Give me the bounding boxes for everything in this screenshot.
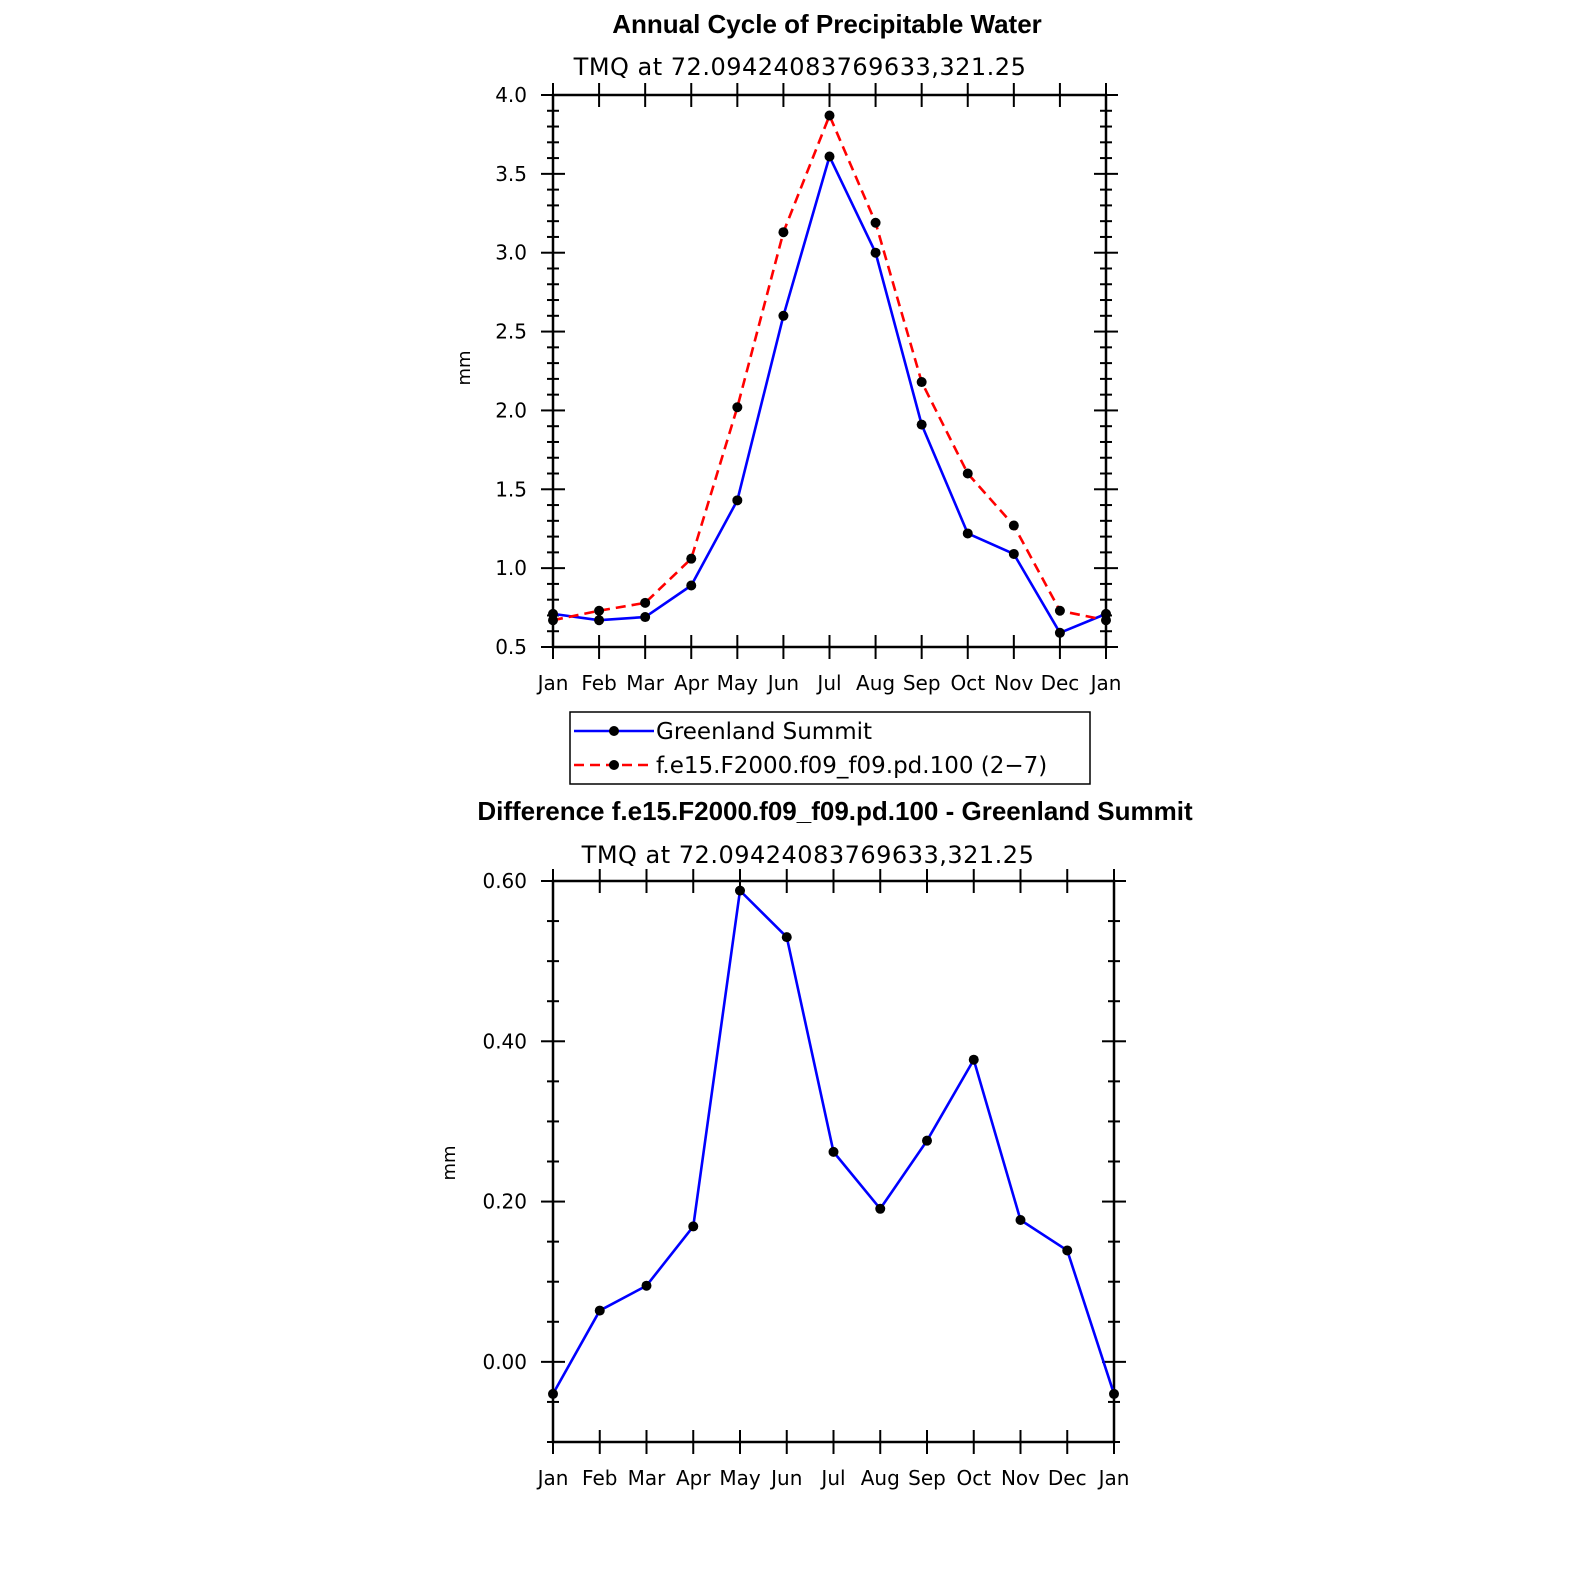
chart-difference: Difference f.e15.F2000.f09_f09.pd.100 - … <box>439 796 1193 1490</box>
chart2-plot-frame <box>551 879 1116 1444</box>
chart1-plot-frame <box>551 93 1108 649</box>
chart2-series-0-point <box>875 1203 886 1214</box>
chart1-y-tick-label: 4.0 <box>495 83 527 107</box>
chart2-x-tick-label: Feb <box>582 1466 617 1490</box>
chart2-series-0-point <box>641 1280 652 1291</box>
chart-annual-cycle: Annual Cycle of Precipitable Water TMQ a… <box>454 9 1121 785</box>
chart1-x-tick-label: Feb <box>581 671 616 695</box>
chart2-series-0-point <box>1062 1245 1073 1256</box>
chart2-series-0-point <box>1109 1388 1119 1399</box>
chart1-x-tick-label: Aug <box>856 671 895 695</box>
chart1-x-tick-label: Dec <box>1041 671 1080 695</box>
chart2-x-tick-label: Jul <box>819 1466 845 1490</box>
chart1-x-tick-label: May <box>717 671 759 695</box>
chart2-x-tick-label: Apr <box>676 1466 711 1490</box>
chart1-series-1-point <box>1008 520 1019 531</box>
chart2-x-tick-label: Dec <box>1048 1466 1087 1490</box>
chart2-x-tick-label: May <box>719 1466 761 1490</box>
chart2-y-tick-label: 0.40 <box>482 1029 527 1053</box>
chart1-series-1-point <box>916 377 927 388</box>
chart1-series-1-point <box>870 217 881 228</box>
legend-entry-model: f.e15.F2000.f09_f09.pd.100 (2−7) <box>656 753 1047 779</box>
chart2-series-line-0 <box>551 889 1116 1395</box>
chart1-series-1-point <box>640 597 651 608</box>
chart1-series-0-point <box>778 310 789 321</box>
chart1-y-tick-label: 1.0 <box>495 556 527 580</box>
chart1-series-1-point <box>686 553 697 564</box>
chart2-y-tick-label: 0.60 <box>482 869 527 893</box>
chart1-y-tick-label: 1.5 <box>495 477 527 501</box>
chart2-ylabel: mm <box>439 1145 460 1180</box>
chart1-y-tick-label: 3.0 <box>495 241 527 265</box>
chart1-series-1-point <box>732 402 743 413</box>
chart2-series-0-point <box>688 1221 699 1232</box>
chart1-series-1-point <box>548 615 558 626</box>
chart2-y-tick-label: 0.00 <box>482 1350 527 1374</box>
chart2-subtitle: TMQ at 72.09424083769633,321.25 <box>581 841 1035 869</box>
chart2-title: Difference f.e15.F2000.f09_f09.pd.100 - … <box>477 796 1193 826</box>
chart1-series-0-point <box>640 612 651 623</box>
chart1-series-1-point <box>778 227 789 238</box>
chart1-x-tick-label: Nov <box>994 671 1033 695</box>
chart1-series-0-point <box>1008 548 1019 559</box>
chart1-series-0-point <box>686 580 697 591</box>
chart1-y-tick-label: 0.5 <box>495 635 527 659</box>
chart2-axes: Jan Feb Mar Apr May Jun Jul Aug Sep Oct Nov Dec Jan 0… <box>482 869 1129 1490</box>
chart1-series-1-point <box>962 468 973 479</box>
chart1-y-tick-label: 2.5 <box>495 320 527 344</box>
chart1-subtitle: TMQ at 72.09424083769633,321.25 <box>573 53 1027 81</box>
chart1-x-tick-label: Jun <box>766 671 799 695</box>
chart2-x-tick-label: Sep <box>908 1466 946 1490</box>
chart1-series-line-0 <box>552 155 1107 635</box>
chart2-series-0-point <box>1015 1215 1026 1226</box>
chart2-series-0-point <box>594 1305 605 1316</box>
chart1-x-tick-label: Jan <box>536 671 569 695</box>
chart2-x-tick-label: Oct <box>956 1466 991 1490</box>
chart1-series-0-point <box>962 528 973 539</box>
chart1-title: Annual Cycle of Precipitable Water <box>612 9 1042 39</box>
chart1-x-tick-label: Oct <box>950 671 985 695</box>
chart1-series-0-point <box>824 151 835 162</box>
chart1-series-0-point <box>1054 627 1065 638</box>
chart1-legend: Greenland Summit f.e15.F2000.f09_f09.pd.… <box>569 711 1091 785</box>
chart1-x-tick-label: Mar <box>626 671 665 695</box>
chart2-x-tick-label: Jan <box>1097 1466 1130 1490</box>
chart1-series-1-point <box>1101 615 1111 626</box>
chart2-x-tick-label: Aug <box>861 1466 900 1490</box>
chart1-series-0-point <box>916 419 927 430</box>
chart1-series-0-point <box>870 247 881 258</box>
chart2-series-0-point <box>922 1135 932 1146</box>
chart2-x-tick-label: Mar <box>628 1466 667 1490</box>
chart2-x-tick-label: Nov <box>1001 1466 1040 1490</box>
chart2-x-tick-label: Jan <box>536 1466 569 1490</box>
legend-entry-greenland-summit: Greenland Summit <box>656 719 872 745</box>
chart1-ylabel: mm <box>454 350 475 385</box>
chart1-y-tick-label: 2.0 <box>495 398 527 422</box>
chart2-series-0-point <box>968 1054 979 1065</box>
legend-marker-model <box>609 760 619 770</box>
chart2-y-tick-label: 0.20 <box>482 1190 527 1214</box>
chart1-axes: Jan Feb Mar Apr May Jun Jul Aug Sep Oct Nov Dec Jan 0… <box>495 83 1121 695</box>
chart1-series-0-point <box>732 495 743 506</box>
chart1-series <box>548 110 1111 638</box>
chart1-series-line-1 <box>552 114 1107 622</box>
chart2-series-0-point <box>548 1388 558 1399</box>
legend-box <box>569 711 1091 785</box>
chart1-series-1-point <box>594 605 605 616</box>
chart2-series-0-point <box>828 1146 839 1157</box>
chart2-x-tick-label: Jun <box>769 1466 802 1490</box>
chart2-series-0-point <box>735 885 745 896</box>
chart1-y-tick-label: 3.5 <box>495 162 527 186</box>
chart1-series-1-point <box>1054 605 1065 616</box>
chart1-x-tick-label: Jan <box>1089 671 1122 695</box>
legend-marker-greenland-summit <box>609 726 619 736</box>
chart1-x-tick-label: Sep <box>903 671 941 695</box>
chart1-x-tick-label: Jul <box>815 671 841 695</box>
chart2-series <box>548 885 1119 1399</box>
chart1-series-1-point <box>824 110 835 121</box>
chart1-x-tick-label: Apr <box>674 671 709 695</box>
chart1-series-0-point <box>594 615 605 626</box>
chart2-series-0-point <box>781 932 792 943</box>
